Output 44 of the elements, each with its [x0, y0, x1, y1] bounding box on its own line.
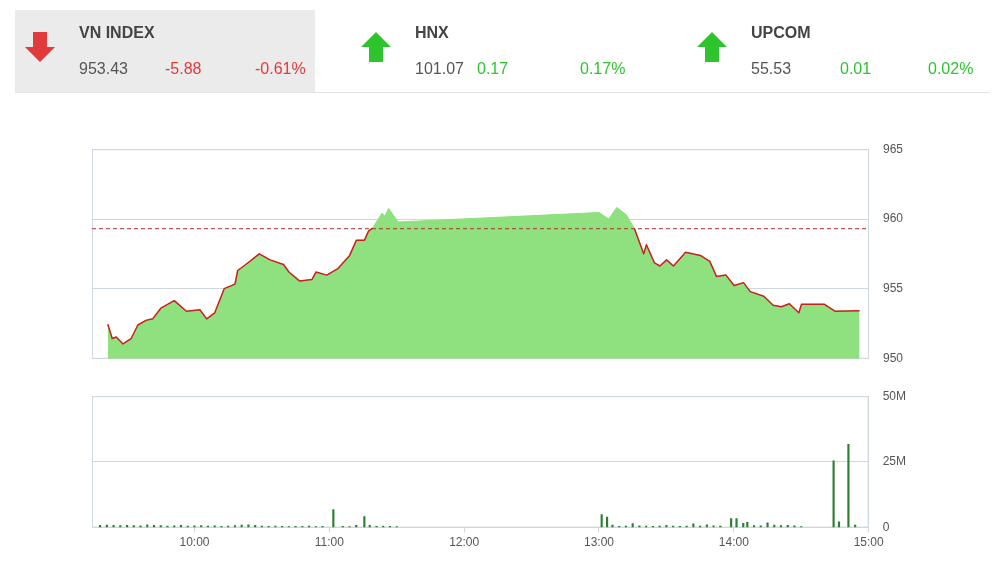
text: 0.02% [928, 60, 974, 78]
y-tick-label: 50M [882, 388, 906, 403]
bar [766, 522, 769, 528]
y-tick-label: 25M [882, 454, 906, 469]
bar [332, 509, 335, 528]
bar [193, 525, 196, 528]
bar [730, 518, 733, 528]
text: 101.07 [415, 60, 464, 78]
bar [847, 443, 850, 528]
text: 0.01 [840, 60, 872, 78]
bar [712, 525, 715, 528]
bar [213, 525, 216, 528]
text: 953.43 [79, 60, 128, 78]
y-tick-label: 950 [882, 351, 904, 366]
text: -0.61% [255, 60, 306, 78]
bar [793, 525, 796, 528]
bar [363, 516, 366, 528]
bar [832, 460, 835, 528]
x-tick-label: 12:00 [449, 535, 480, 550]
bar [112, 524, 115, 528]
bar [139, 525, 142, 528]
bar [600, 514, 603, 528]
text: UPCOM [751, 24, 811, 42]
text: -5.88 [165, 60, 202, 78]
x-tick-label: 15:00 [853, 535, 884, 550]
bar [735, 518, 738, 528]
x-tick-label: 13:00 [583, 535, 615, 550]
x-tick-label: 14:00 [718, 535, 750, 550]
x-tick-label: 10:00 [179, 535, 210, 550]
text: VN INDEX [79, 24, 155, 42]
y-tick-label: 965 [882, 141, 904, 156]
x-tick-label: 11:00 [314, 535, 345, 550]
bar [173, 525, 176, 528]
text: 0.17 [477, 60, 509, 78]
y-tick-label: 960 [882, 211, 904, 226]
bar [837, 521, 841, 528]
text: HNX [415, 24, 449, 42]
y-tick-label: 955 [882, 281, 904, 296]
bar [759, 525, 762, 528]
text: 0.17% [580, 60, 626, 78]
bar [611, 524, 614, 528]
bar [638, 525, 641, 528]
text: 55.53 [751, 60, 792, 78]
y-tick-label: 0 [882, 519, 890, 534]
